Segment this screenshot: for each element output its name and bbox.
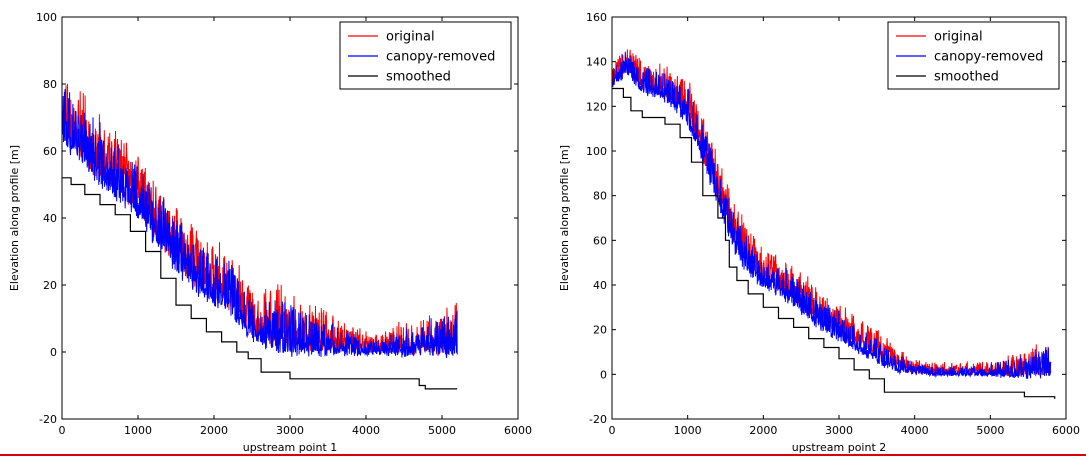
y-tick-label: 0 [600,368,607,381]
chart-panel-1: 0 1000 2000 3000 4000 5000 6000-20020406080100… [8,11,532,454]
y-axis-label-2: Elevation along profile [m] [558,145,571,291]
x-axis-label-2: upstream point 2 [792,441,887,454]
legend-entry-label: original [386,30,435,45]
x-axis-label-1: upstream point 1 [243,441,338,454]
y-tick-label: 40 [43,212,57,225]
y-tick-label: 40 [593,279,607,292]
x-tick-label: 5000 [976,424,1004,437]
y-tick-label: 60 [593,234,607,247]
x-tick-label: 6000 [1052,424,1080,437]
x-tick-label: 2000 [200,424,228,437]
chart-panel-2: 0 1000 2000 3000 4000 5000 6000-20020406080100… [558,11,1080,454]
y-tick-label: 80 [43,78,57,91]
series-line-original [62,83,458,356]
x-tick-label: 2000 [749,424,777,437]
x-tick-label: 3000 [276,424,304,437]
legend-entry-label: canopy-removed [386,50,495,65]
legend-2: original canopy-removed smoothed [887,21,1060,90]
legend-entry-label: canopy-removed [934,50,1043,65]
series-line-canopy-removed [612,51,1052,379]
y-tick-label: 20 [43,279,57,292]
y-tick-label: 100 [586,145,607,158]
x-tick-label: 1000 [124,424,152,437]
y-axis-label-1: Elevation along profile [m] [8,145,21,291]
x-tick-label: 0 [609,424,616,437]
series-line-original [612,49,1052,378]
axis-ticks-2: 0 1000 2000 3000 4000 5000 6000-20020406080100… [586,11,1080,437]
y-tick-label: 0 [50,346,57,359]
y-tick-label: -20 [39,413,57,426]
legend-entry-label: smoothed [386,70,451,85]
x-tick-label: 4000 [352,424,380,437]
y-tick-label: 160 [586,11,607,24]
legend-1: original canopy-removed smoothed [339,21,512,90]
x-tick-label: 3000 [825,424,853,437]
y-tick-label: 80 [593,190,607,203]
series-line-smoothed [62,177,458,390]
x-tick-label: 5000 [428,424,456,437]
plot-area-2 [612,49,1056,399]
series-line-canopy-removed [62,89,458,359]
y-tick-label: 140 [586,56,607,69]
x-tick-label: 6000 [504,424,532,437]
y-tick-label: 20 [593,324,607,337]
x-tick-label: 4000 [901,424,929,437]
legend-entry-label: smoothed [934,70,999,85]
series-line-smoothed [612,87,1056,399]
y-tick-label: 60 [43,145,57,158]
y-tick-label: 120 [586,100,607,113]
x-tick-label: 0 [59,424,66,437]
x-tick-label: 1000 [674,424,702,437]
legend-entry-label: original [934,30,983,45]
bottom-separator-line [0,454,1086,456]
y-tick-label: -20 [589,413,607,426]
y-tick-label: 100 [36,11,57,24]
plot-area-1 [62,83,458,390]
